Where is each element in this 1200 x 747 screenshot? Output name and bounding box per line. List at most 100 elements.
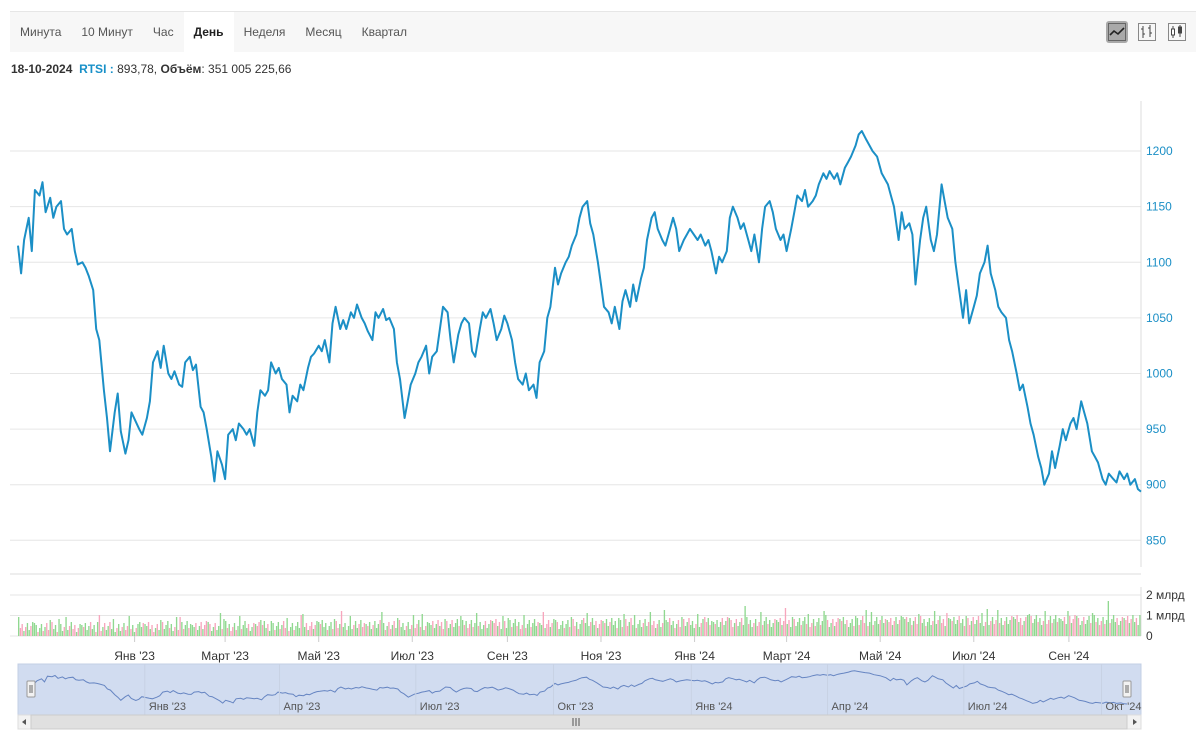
navigator-window <box>17 663 1142 716</box>
volume-bar <box>479 622 481 636</box>
tab-hour[interactable]: Час <box>152 25 174 39</box>
volume-bar <box>123 623 125 636</box>
volume-bar <box>467 628 469 636</box>
candlestick-chart-button[interactable] <box>1166 21 1188 43</box>
volume-bar <box>604 623 606 636</box>
tab-10-minutes[interactable]: 10 Минут <box>81 25 133 39</box>
volume-bar <box>225 621 227 636</box>
volume-bar <box>428 623 430 636</box>
navigator-left-handle[interactable] <box>26 680 36 698</box>
volume-bar <box>179 617 181 636</box>
volume-bar <box>321 620 323 636</box>
volume-bar <box>239 616 241 636</box>
volume-bar <box>402 623 404 636</box>
volume-bar <box>1111 619 1113 636</box>
volume-bar <box>400 627 402 636</box>
volume-bar <box>440 622 443 636</box>
volume-bar <box>632 625 634 636</box>
tab-week[interactable]: Неделя <box>243 25 286 39</box>
navigator-tick-label: Июл '24 <box>968 701 1008 713</box>
volume-bar <box>333 619 336 636</box>
volume-bar <box>818 618 820 636</box>
line-chart-button[interactable] <box>1106 21 1128 43</box>
volume-bar <box>58 619 60 636</box>
volume-bar <box>942 619 945 636</box>
volume-bar <box>770 627 773 636</box>
volume-bar <box>1039 618 1041 636</box>
volume-bar <box>668 618 671 636</box>
volume-bar <box>900 616 902 636</box>
volume-bar <box>751 627 753 636</box>
volume-bar <box>872 625 874 636</box>
volume-bar <box>688 618 690 636</box>
volume-bar <box>361 627 364 636</box>
volume-bar <box>463 625 466 636</box>
volume-bar <box>540 625 543 636</box>
volume-bar <box>716 620 718 636</box>
tab-day[interactable]: День <box>183 12 234 52</box>
volume-bar <box>979 623 981 636</box>
navigator-tick-label: Янв '24 <box>695 701 732 713</box>
volume-bar <box>349 616 351 636</box>
volume-y-axis: 0 1 млрд 2 млрд <box>1140 587 1185 643</box>
volume-bar <box>935 624 938 636</box>
ohlc-chart-button[interactable] <box>1136 21 1158 43</box>
tab-minute[interactable]: Минута <box>20 25 62 39</box>
volume-bar <box>468 624 471 636</box>
volume-bar <box>563 628 566 636</box>
navigator-right-handle[interactable] <box>1122 680 1132 698</box>
volume-bar <box>1025 617 1027 636</box>
volume-bar <box>175 617 178 636</box>
volume-bar <box>419 627 422 636</box>
volume-bar <box>1121 617 1124 636</box>
tooltip-info-line: 18-10-2024 RTSI : 893,78, Объём: 351 005… <box>11 62 291 76</box>
volume-bar <box>986 609 988 636</box>
volume-bar <box>1007 624 1009 636</box>
x-tick-label: Июл '24 <box>952 649 996 663</box>
volume-bar <box>914 617 916 636</box>
volume-bar <box>972 617 974 636</box>
volume-bar <box>79 624 81 636</box>
volume-bar <box>870 612 873 636</box>
volume-bar <box>888 622 890 636</box>
tab-month[interactable]: Месяц <box>305 25 342 39</box>
volume-bar <box>897 624 899 636</box>
volume-bar <box>637 624 639 636</box>
volume-bar <box>465 621 467 636</box>
volume-bar <box>835 622 838 636</box>
volume-bar <box>693 628 695 636</box>
volume-bar <box>705 622 708 636</box>
volume-bar <box>93 625 95 636</box>
volume-bar <box>519 629 522 636</box>
volume-bar <box>1135 618 1138 636</box>
volume-bar <box>297 622 299 636</box>
volume-bar <box>958 616 960 636</box>
volume-bar <box>1104 624 1106 636</box>
volume-bar <box>609 622 611 636</box>
price-y-tick-label: 850 <box>1146 533 1166 547</box>
volume-bar <box>282 621 285 636</box>
info-date: 18-10-2024 <box>11 62 73 76</box>
volume-bar <box>1016 615 1018 636</box>
volume-bar <box>683 619 685 636</box>
volume-bar <box>126 626 129 636</box>
volume-bar <box>232 627 234 636</box>
volume-bar <box>335 621 337 636</box>
volume-bar <box>754 619 757 636</box>
volume-bar <box>600 620 602 636</box>
volume-bar <box>893 621 895 636</box>
volume-bar <box>411 625 413 636</box>
navigator[interactable]: Янв '23 Апр '23 Июл '23 Окт '23 Янв '24 Апр '… <box>17 663 1142 730</box>
volume-bar <box>930 625 932 636</box>
volume-bar <box>358 624 360 636</box>
volume-bar <box>953 617 955 636</box>
volume-bar <box>676 624 678 636</box>
tab-quarter[interactable]: Квартал <box>361 25 407 39</box>
volume-bar <box>1048 620 1050 636</box>
volume-bar <box>805 624 808 636</box>
volume-bar <box>77 628 80 636</box>
volume-bar <box>53 629 55 636</box>
navigator-scrollbar[interactable] <box>17 714 1142 730</box>
volume-bar <box>416 624 418 636</box>
